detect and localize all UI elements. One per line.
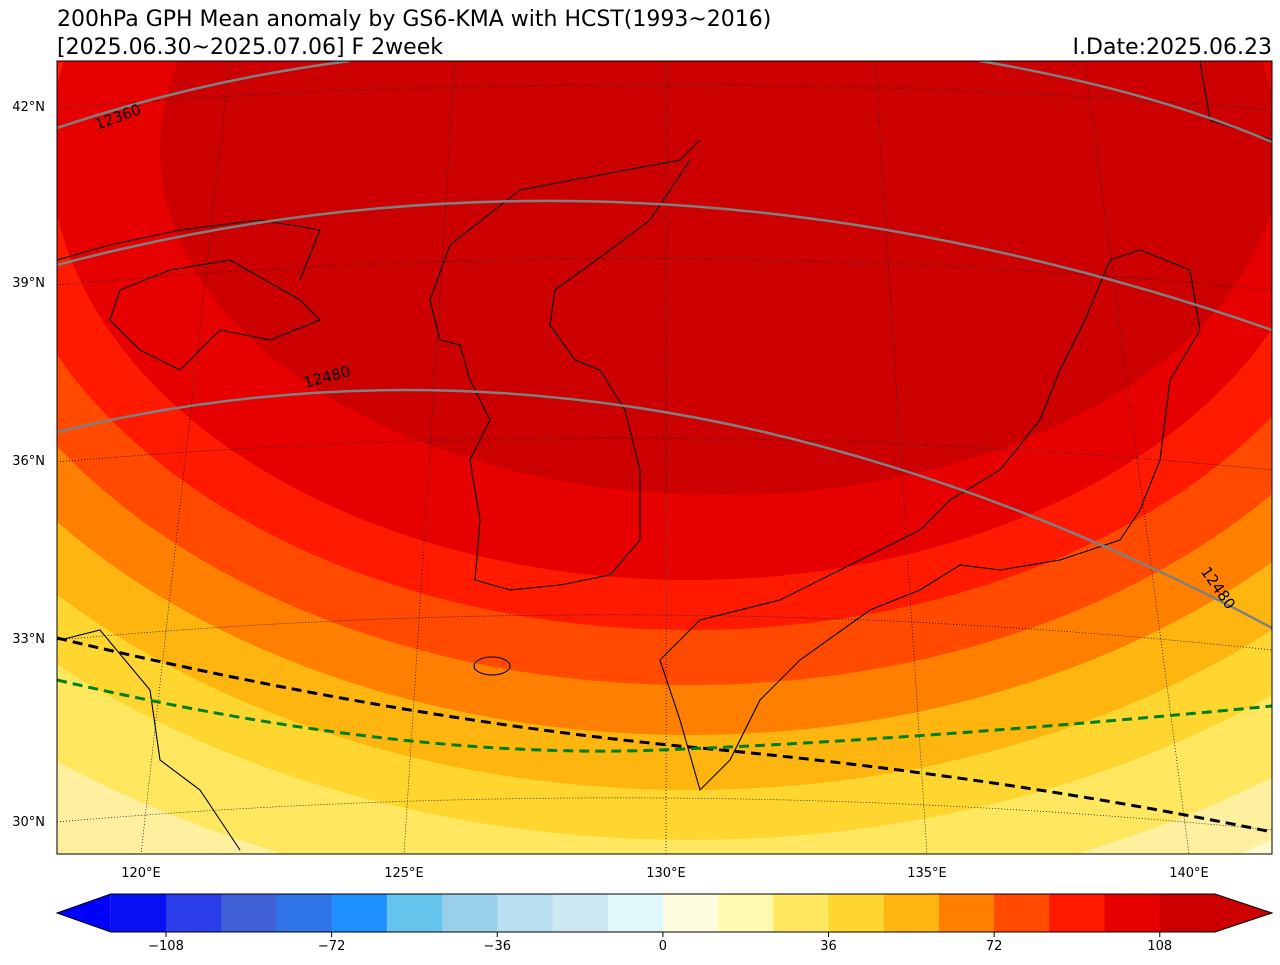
reference-line <box>57 678 1272 753</box>
colorbar-extend <box>57 894 111 932</box>
colorbar-segment <box>1049 894 1106 932</box>
coastline <box>57 61 1272 851</box>
colorbar-tick-label: 108 <box>1147 939 1172 954</box>
colorbar-segment <box>442 894 498 932</box>
colorbar-segment <box>718 894 774 932</box>
lat-label: 39°N <box>12 276 45 291</box>
colorbar-tick-label: 72 <box>986 939 1003 954</box>
lat-label: 42°N <box>12 100 45 115</box>
lon-label: 125°E <box>384 866 424 881</box>
colorbar-segment <box>1104 894 1161 932</box>
lat-label: 30°N <box>12 815 45 830</box>
colorbar-tick-label: −36 <box>484 939 511 954</box>
reference-line <box>57 636 1272 834</box>
colorbar-segment <box>773 894 830 932</box>
colorbar-tick-label: 0 <box>659 939 667 954</box>
init-date: I.Date:2025.06.23 <box>1073 35 1272 60</box>
lon-labels: 120°E 125°E 130°E 135°E 140°E <box>121 866 1209 881</box>
colorbar-segment <box>883 894 940 932</box>
colorbar-segment <box>828 894 885 932</box>
lon-label: 135°E <box>907 866 947 881</box>
title: 200hPa GPH Mean anomaly by GS6-KMA with … <box>57 7 771 32</box>
colorbar: −108 −72 −36 0 36 72 108 <box>55 893 1274 954</box>
lon-label: 130°E <box>646 866 686 881</box>
colorbar-segment <box>1159 894 1216 932</box>
contour <box>57 61 1272 630</box>
lat-label: 33°N <box>12 632 45 647</box>
colorbar-segment <box>276 894 333 932</box>
colorbar-frame <box>55 893 1274 933</box>
colorbar-extend <box>1215 894 1272 932</box>
band <box>160 61 1272 495</box>
colorbar-segment <box>662 894 719 932</box>
subtitle: [2025.06.30~2025.07.06] F 2week <box>57 35 443 60</box>
map-frame <box>56 60 1273 855</box>
colorbar-segment <box>221 894 277 932</box>
colorbar-tick-label: 36 <box>820 939 837 954</box>
lat-labels: 42°N 39°N 36°N 33°N 30°N <box>12 100 45 830</box>
colorbar-segment <box>938 894 995 932</box>
lon-label: 140°E <box>1169 866 1209 881</box>
colorbar-segment <box>110 894 167 932</box>
colorbar-segment <box>552 894 609 932</box>
colorbar-segment <box>497 894 553 932</box>
colorbar-segment <box>994 894 1050 932</box>
colorbar-segment <box>166 894 222 932</box>
lat-label: 36°N <box>12 454 45 469</box>
colorbar-tick-label: −72 <box>318 939 345 954</box>
colorbar-segment <box>607 894 664 932</box>
colorbar-tick-label: −108 <box>148 939 184 954</box>
colorbar-segment <box>331 894 388 932</box>
colorbar-segment <box>386 894 443 932</box>
lon-label: 120°E <box>121 866 161 881</box>
